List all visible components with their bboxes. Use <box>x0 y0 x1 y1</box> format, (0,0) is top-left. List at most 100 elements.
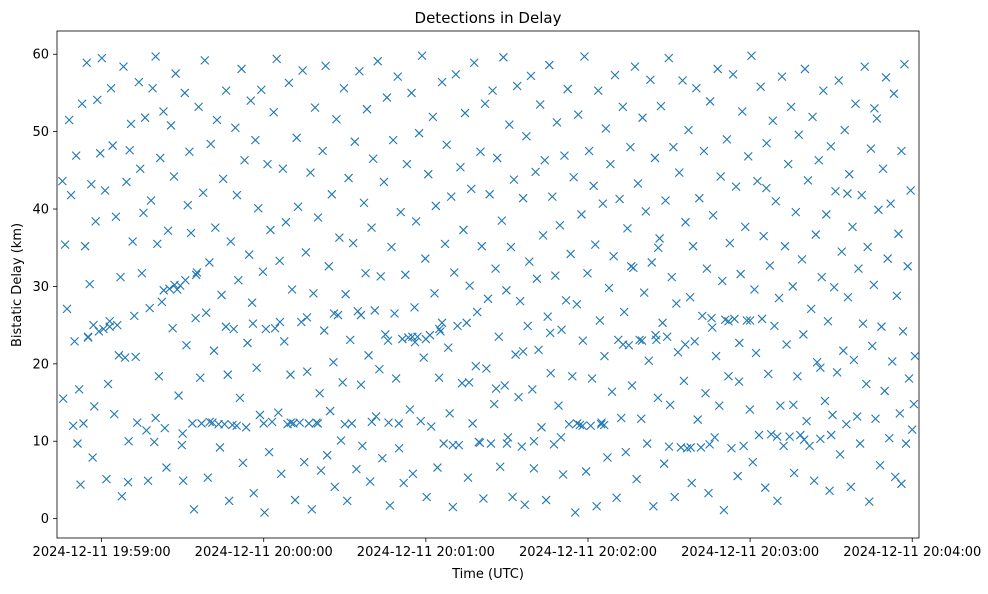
data-point <box>800 64 810 74</box>
data-point <box>572 299 582 309</box>
data-point <box>852 412 862 421</box>
data-point <box>384 418 393 428</box>
data-point <box>798 330 808 339</box>
data-point <box>316 466 326 476</box>
data-point <box>554 401 563 411</box>
data-point <box>382 93 392 102</box>
data-point <box>826 141 836 151</box>
data-point <box>623 223 632 233</box>
data-point <box>589 181 599 191</box>
data-point <box>815 363 825 373</box>
data-point <box>615 194 624 204</box>
data-point <box>185 147 194 157</box>
data-point <box>894 229 903 239</box>
data-point <box>148 83 158 93</box>
data-point <box>831 186 840 196</box>
data-point <box>671 299 681 308</box>
data-point <box>881 73 891 82</box>
data-point <box>557 325 566 335</box>
data-point <box>745 316 755 325</box>
data-point <box>394 419 404 428</box>
data-point <box>610 70 620 80</box>
data-point <box>73 439 82 448</box>
data-point <box>453 321 462 331</box>
data-point <box>275 317 285 327</box>
data-point <box>621 447 631 457</box>
data-point <box>734 338 744 348</box>
data-point <box>159 107 168 116</box>
data-point <box>754 430 764 440</box>
data-point <box>653 393 663 403</box>
data-point <box>448 440 458 450</box>
data-point <box>708 210 718 220</box>
data-point <box>243 338 252 348</box>
data-point <box>183 200 193 210</box>
data-point <box>549 439 559 449</box>
data-point <box>390 309 399 318</box>
data-point <box>886 199 896 209</box>
data-point <box>269 107 279 117</box>
data-point <box>646 75 655 85</box>
data-point <box>140 113 150 123</box>
data-point <box>742 316 752 325</box>
data-point <box>823 316 833 326</box>
data-point <box>410 337 420 347</box>
data-point <box>722 134 732 144</box>
data-point <box>802 416 811 426</box>
data-point <box>327 189 337 199</box>
data-point <box>233 275 243 285</box>
data-point <box>815 434 825 444</box>
data-point <box>573 110 583 119</box>
data-point <box>889 89 899 99</box>
data-point <box>817 272 827 282</box>
data-point <box>861 379 871 389</box>
data-point <box>872 114 882 123</box>
data-point <box>296 317 306 327</box>
y-tick-label: 60 <box>32 48 49 63</box>
data-point <box>205 417 215 427</box>
data-point <box>284 78 294 88</box>
data-point <box>763 369 773 379</box>
data-point <box>637 336 647 346</box>
data-point <box>82 58 92 68</box>
data-point <box>705 97 715 106</box>
data-point <box>100 186 110 195</box>
data-point <box>869 280 879 290</box>
data-point <box>753 176 762 186</box>
data-point <box>851 99 860 109</box>
data-point <box>858 319 868 328</box>
y-tick-label: 50 <box>32 125 49 140</box>
data-point <box>88 453 98 462</box>
data-point <box>895 408 905 418</box>
data-point <box>727 443 736 453</box>
data-point <box>442 140 452 150</box>
data-point <box>302 313 312 322</box>
data-point <box>94 326 104 336</box>
data-point <box>189 504 199 514</box>
data-point <box>499 52 508 62</box>
data-point <box>673 347 683 357</box>
data-point <box>350 137 360 147</box>
data-point <box>270 323 280 333</box>
data-point <box>578 421 587 431</box>
data-point <box>192 268 202 277</box>
data-point <box>247 298 257 308</box>
data-point <box>319 326 329 335</box>
data-point <box>367 417 377 427</box>
data-point <box>342 496 352 506</box>
data-point <box>651 330 660 340</box>
data-point <box>705 439 714 449</box>
data-point <box>606 159 615 169</box>
data-point <box>437 77 447 87</box>
data-point <box>472 307 482 317</box>
data-point <box>578 336 588 346</box>
y-axis-ticks: 0 10 20 30 40 50 60 <box>32 48 57 527</box>
data-point <box>252 363 262 373</box>
data-point <box>829 282 839 292</box>
data-point <box>504 120 514 130</box>
data-point <box>685 292 695 302</box>
data-point <box>400 270 410 280</box>
data-point <box>298 66 308 75</box>
data-point <box>618 102 628 112</box>
